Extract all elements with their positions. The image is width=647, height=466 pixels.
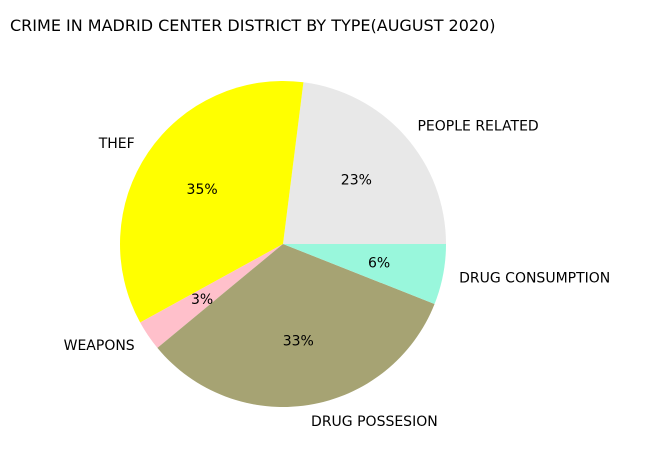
pie-slice-weapons [140,244,283,348]
slice-label-weapons: WEAPONS [64,338,135,354]
chart-title: CRIME IN MADRID CENTER DISTRICT BY TYPE(… [10,16,496,35]
pie-slice-people-related [283,82,446,244]
pct-label-drug-possesion: 33% [283,334,314,350]
slice-label-thef: THEF [98,136,135,152]
pct-label-people-related: 23% [341,172,372,188]
pie-slices [120,80,446,407]
pie-slice-thef [120,80,304,323]
pie-labels: PEOPLE RELATED 23% THEF 35% WEAPONS 3% DRUG PO… [64,118,611,430]
slice-label-drug-possesion: DRUG POSSESION [311,414,438,430]
pie-slice-drug-possesion [157,244,435,407]
pie-slice-drug-consumption [283,244,446,305]
slice-label-people-related: PEOPLE RELATED [417,118,538,134]
pct-label-drug-consumption: 6% [368,255,390,271]
slice-label-drug-consumption: DRUG CONSUMPTION [459,271,610,287]
pct-label-thef: 35% [187,182,218,198]
pct-label-weapons: 3% [191,292,213,308]
